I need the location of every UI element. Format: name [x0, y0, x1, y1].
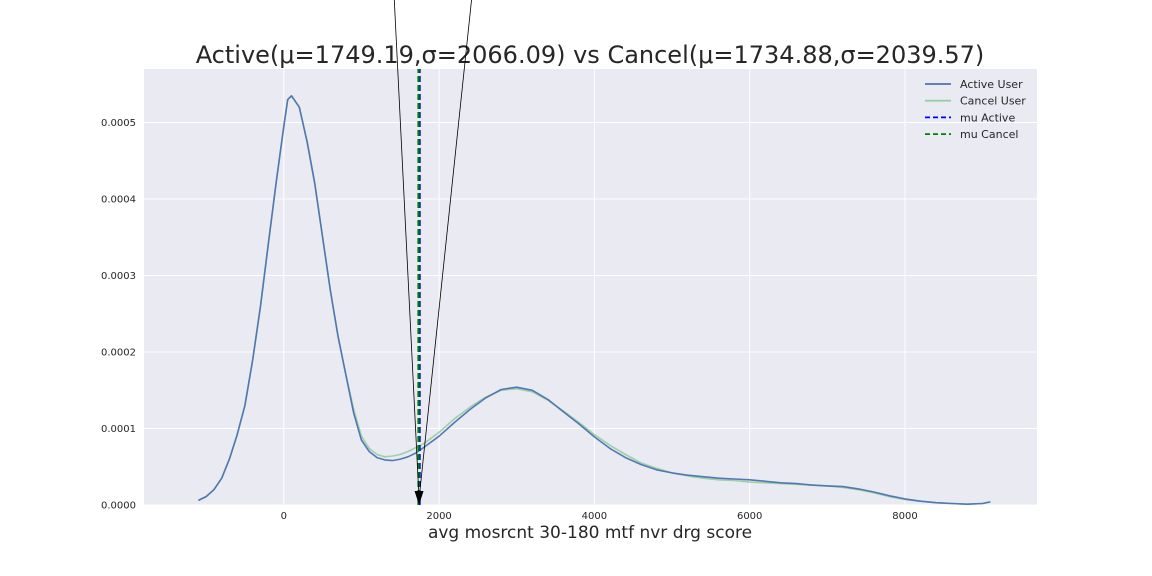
x-tick-label: 6000 [737, 511, 762, 522]
x-axis-ticks: 0 2000 4000 6000 8000 [281, 511, 918, 522]
mean-lines [417, 69, 421, 505]
y-tick-label: 0.0001 [101, 424, 136, 435]
x-tick-label: 4000 [582, 511, 607, 522]
annotation-arrow [393, 0, 472, 505]
y-tick-label: 0.0003 [101, 271, 136, 282]
x-tick-label: 8000 [892, 511, 917, 522]
annotation-arrowhead [414, 491, 424, 505]
legend-label: mu Active [960, 111, 1015, 124]
annotation-line [393, 0, 420, 500]
x-tick-label: 2000 [426, 511, 451, 522]
series-layer [198, 95, 991, 505]
annotation-line [418, 0, 472, 500]
legend-label: Active User [960, 78, 1023, 91]
y-tick-label: 0.0005 [101, 118, 136, 129]
legend-label: mu Cancel [960, 128, 1018, 141]
y-tick-label: 0.0000 [101, 501, 136, 512]
legend-label: Cancel User [960, 95, 1026, 108]
legend: Active User Cancel User mu Active mu Cancel [925, 78, 1026, 141]
series-line-active-user [198, 95, 991, 505]
y-tick-label: 0.0004 [101, 195, 136, 206]
y-tick-label: 0.0002 [101, 348, 136, 359]
x-axis-label: avg mosrcnt 30-180 mtf nvr drg score [428, 523, 752, 543]
gridlines [144, 69, 1037, 506]
y-axis-ticks: 0.0000 0.0001 0.0002 0.0003 0.0004 0.0005 [101, 118, 136, 511]
x-tick-label: 0 [281, 511, 287, 522]
plot-area [144, 69, 1037, 505]
chart-title: Active(μ=1749.19,σ=2066.09) vs Cancel(μ=… [196, 41, 985, 69]
